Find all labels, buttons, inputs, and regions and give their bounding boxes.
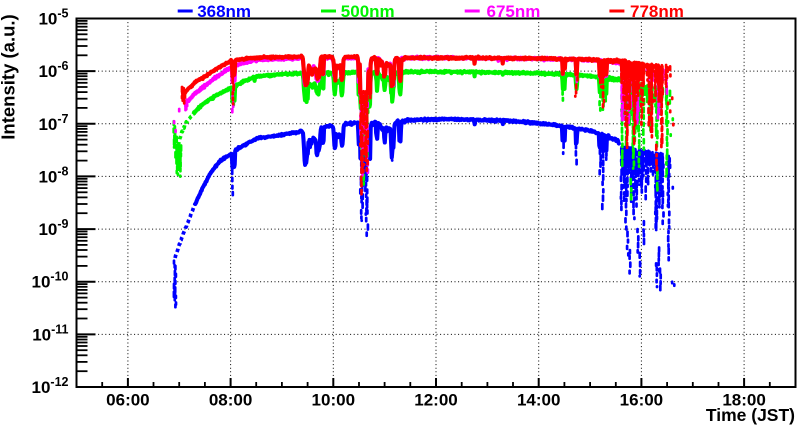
svg-text:16:00: 16:00 [620,391,663,410]
svg-text:500nm: 500nm [341,2,395,21]
svg-text:675nm: 675nm [487,2,541,21]
svg-text:06:00: 06:00 [106,391,149,410]
svg-text:14:00: 14:00 [517,391,560,410]
svg-text:778nm: 778nm [630,2,684,21]
svg-text:12:00: 12:00 [414,391,457,410]
svg-text:08:00: 08:00 [209,391,252,410]
svg-text:18:00: 18:00 [722,391,765,410]
svg-text:368nm: 368nm [197,2,251,21]
svg-text:10:00: 10:00 [312,391,355,410]
svg-text:Intensity (a.u.): Intensity (a.u.) [0,14,19,139]
svg-text:Time (JST): Time (JST) [706,405,795,425]
